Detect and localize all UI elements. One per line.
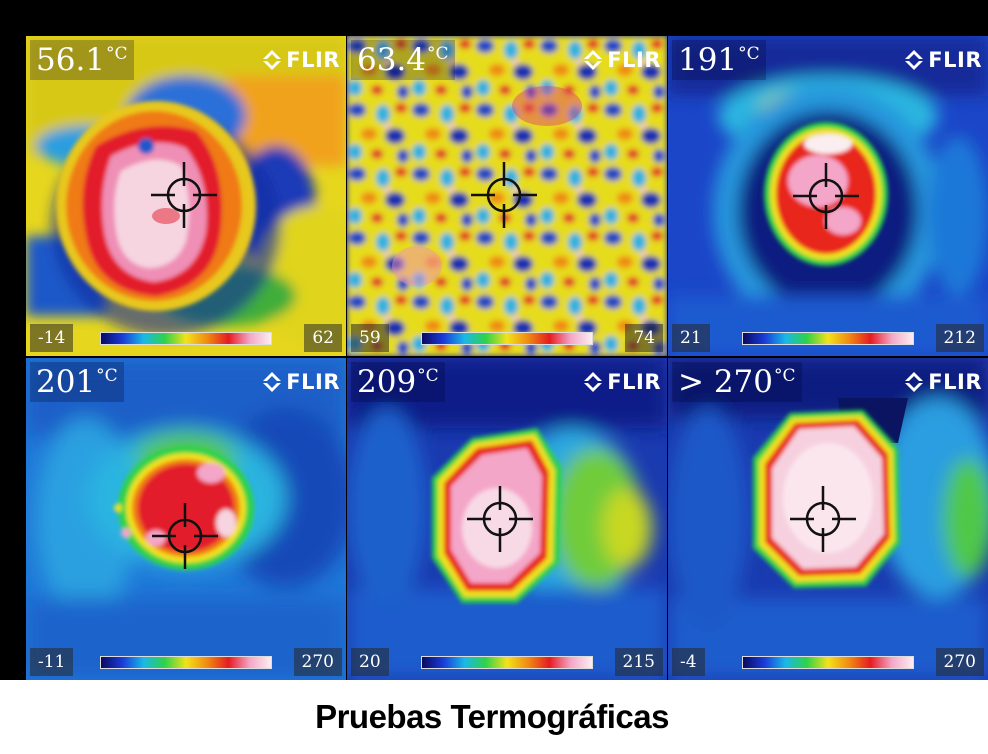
flir-label: FLIR <box>286 370 340 394</box>
temperature-readout: 191°C <box>672 40 766 80</box>
flir-logo-icon <box>584 372 603 392</box>
color-scale-bar <box>421 656 593 669</box>
scale-min: -4 <box>672 648 705 676</box>
temperature-value: 63.4 <box>357 42 427 78</box>
temperature-value: > 270 <box>678 364 773 400</box>
temperature-scale: -14 62 <box>26 318 346 356</box>
temperature-readout: 63.4°C <box>351 40 455 80</box>
scale-max: 270 <box>293 648 342 676</box>
temperature-scale: -11 270 <box>26 642 346 680</box>
thermal-scene-4 <box>26 358 346 680</box>
flir-logo-icon <box>905 50 924 70</box>
crosshair-icon <box>152 503 218 569</box>
temperature-value: 56.1 <box>36 42 106 78</box>
color-scale-bar <box>742 332 914 345</box>
crosshair-icon <box>790 486 856 552</box>
flir-label: FLIR <box>286 48 340 72</box>
thermal-scene-6 <box>668 358 988 680</box>
thermal-panel-6: > 270°C FLIR -4 270 <box>668 358 988 680</box>
temperature-scale: 59 74 <box>347 318 667 356</box>
crosshair-icon <box>467 486 533 552</box>
temperature-unit: °C <box>427 44 449 64</box>
temperature-value: 201 <box>36 364 96 400</box>
flir-brand: FLIR <box>582 370 661 394</box>
scale-max: 74 <box>625 324 663 352</box>
thermal-panel-2: 63.4°C FLIR 59 74 <box>347 36 667 356</box>
caption-title: Pruebas Termográficas <box>315 698 669 735</box>
temperature-scale: 21 212 <box>668 318 988 356</box>
temperature-readout: 201°C <box>30 362 124 402</box>
flir-label: FLIR <box>607 370 661 394</box>
flir-label: FLIR <box>928 48 982 72</box>
flir-logo-icon <box>584 50 603 70</box>
thermal-panel-3: 191°C FLIR 21 212 <box>668 36 988 356</box>
flir-brand: FLIR <box>582 48 661 72</box>
scale-max: 62 <box>304 324 342 352</box>
left-black-border <box>0 0 26 680</box>
color-scale-bar <box>421 332 593 345</box>
scale-max: 212 <box>935 324 984 352</box>
thermal-scene-5 <box>347 358 667 680</box>
scale-min: 59 <box>351 324 389 352</box>
temperature-value: 191 <box>678 42 738 78</box>
scale-min: -11 <box>30 648 74 676</box>
flir-brand: FLIR <box>261 48 340 72</box>
thermal-panel-4: 201°C FLIR -11 270 <box>26 358 346 680</box>
color-scale-bar <box>100 656 272 669</box>
temperature-readout: 209°C <box>351 362 445 402</box>
scale-min: 21 <box>672 324 710 352</box>
temperature-unit: °C <box>774 366 796 386</box>
crosshair-icon <box>471 162 537 228</box>
top-black-border <box>0 0 988 36</box>
thermal-panel-5: 209°C FLIR 20 215 <box>347 358 667 680</box>
crosshair-icon <box>151 162 217 228</box>
thermal-scene-1 <box>26 36 346 356</box>
flir-label: FLIR <box>928 370 982 394</box>
color-scale-bar <box>742 656 914 669</box>
scale-max: 270 <box>935 648 984 676</box>
temperature-readout: > 270°C <box>672 362 802 402</box>
temperature-readout: 56.1°C <box>30 40 134 80</box>
scale-min: -14 <box>30 324 74 352</box>
flir-brand: FLIR <box>903 370 982 394</box>
caption-area: Pruebas Termográficas <box>0 680 988 754</box>
temperature-scale: -4 270 <box>668 642 988 680</box>
temperature-unit: °C <box>96 366 118 386</box>
flir-logo-icon <box>905 372 924 392</box>
thermal-scene-2 <box>347 36 667 356</box>
temperature-unit: °C <box>417 366 439 386</box>
scale-min: 20 <box>351 648 389 676</box>
flir-label: FLIR <box>607 48 661 72</box>
temperature-unit: °C <box>738 44 760 64</box>
flir-brand: FLIR <box>261 370 340 394</box>
color-scale-bar <box>100 332 272 345</box>
scale-max: 215 <box>614 648 663 676</box>
flir-brand: FLIR <box>903 48 982 72</box>
temperature-unit: °C <box>106 44 128 64</box>
flir-logo-icon <box>263 50 282 70</box>
flir-logo-icon <box>263 372 282 392</box>
temperature-scale: 20 215 <box>347 642 667 680</box>
thermal-image-grid: 56.1°C FLIR -14 62 <box>26 36 988 680</box>
thermal-panel-1: 56.1°C FLIR -14 62 <box>26 36 346 356</box>
temperature-value: 209 <box>357 364 417 400</box>
crosshair-icon <box>793 163 859 229</box>
